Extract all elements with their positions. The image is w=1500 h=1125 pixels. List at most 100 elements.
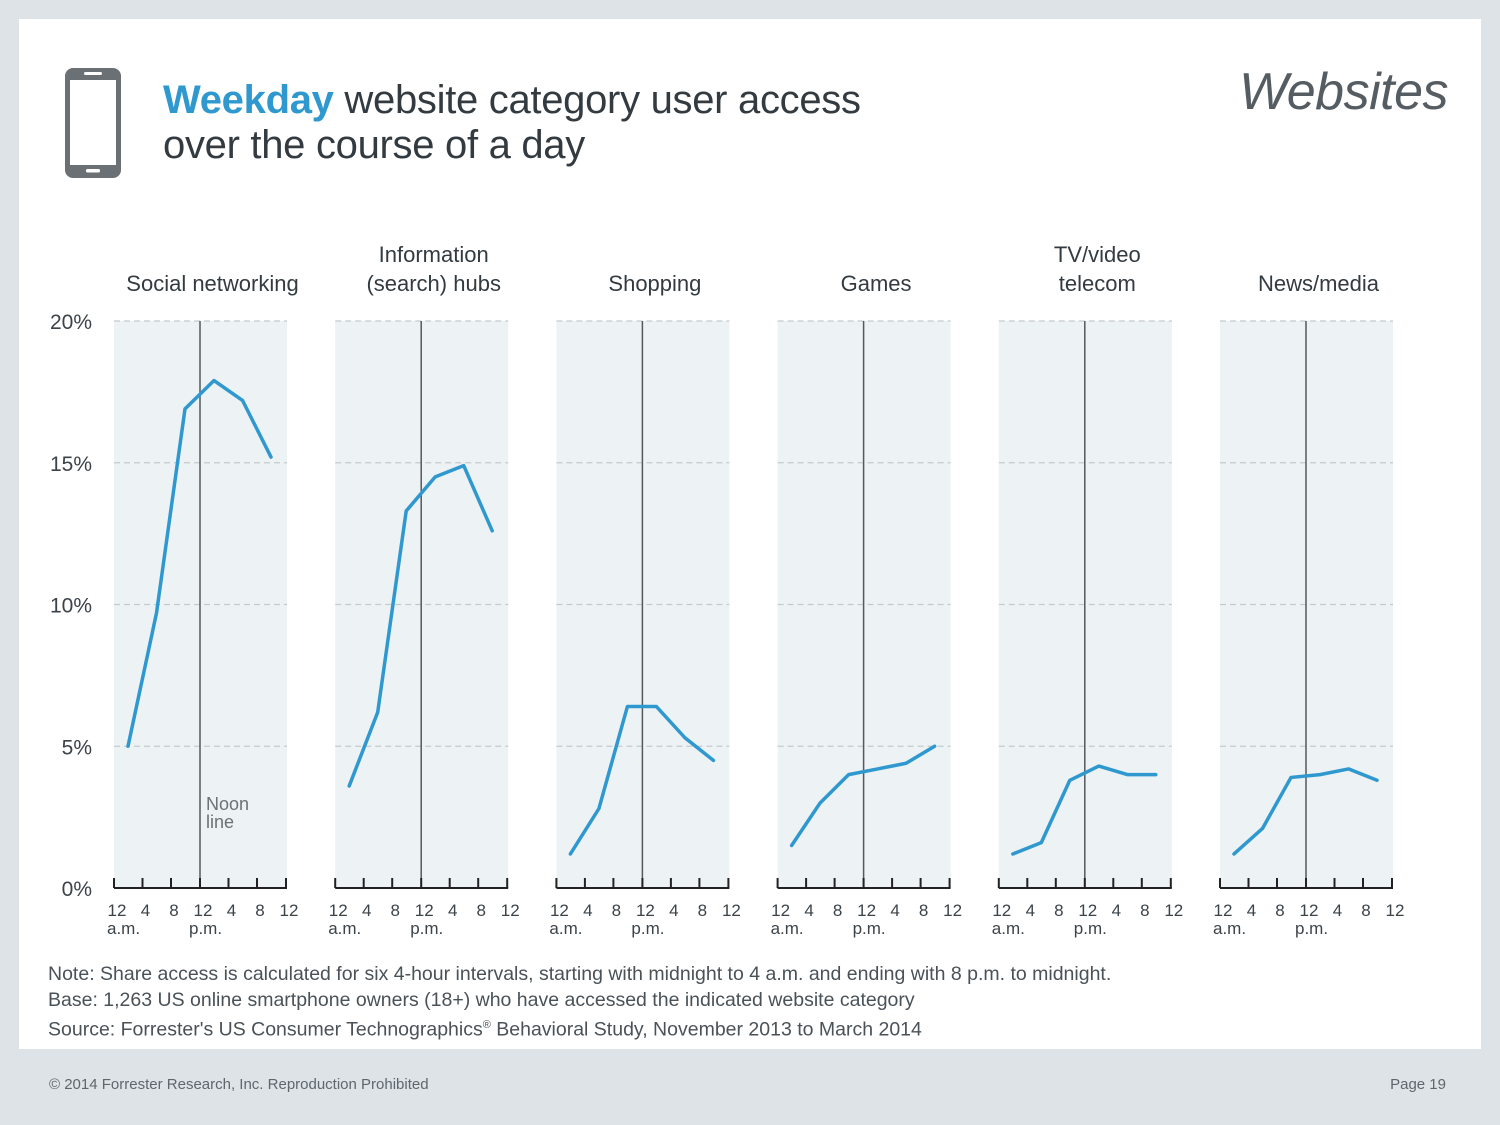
title-highlight: Weekday — [163, 78, 334, 122]
y-tick-label: 0% — [62, 878, 92, 901]
x-tick-label: 12 — [1300, 901, 1319, 920]
data-point-tv-video-telecom — [1011, 852, 1014, 856]
y-tick-label: 5% — [62, 736, 92, 759]
y-tick-label: 20% — [50, 311, 92, 334]
panel-title-games: Games — [841, 271, 912, 296]
footer-copyright: © 2014 Forrester Research, Inc. Reproduc… — [49, 1076, 429, 1093]
x-tick-label: 8 — [612, 901, 621, 920]
x-tick-label: 8 — [1361, 901, 1370, 920]
y-tick-label: 10% — [50, 595, 92, 618]
data-point-tv-video-telecom — [1068, 779, 1072, 782]
panel-title-information-hubs: Information — [379, 242, 489, 267]
x-tick-label: 8 — [1140, 901, 1149, 920]
panel-title-shopping: Shopping — [608, 271, 701, 296]
data-point-shopping — [655, 705, 658, 708]
x-tick-label: 4 — [890, 901, 899, 920]
x-tick-label: 12 — [722, 901, 741, 920]
small-multiples-chart: 0%5%10%15%20%12 4 8 12 4 8 12a.m. p.m.Social ne… — [50, 242, 1404, 938]
data-point-information-hubs — [405, 509, 408, 513]
data-point-shopping — [626, 705, 629, 708]
data-point-games — [933, 745, 936, 748]
data-point-shopping — [683, 736, 687, 739]
x-tick-label: 4 — [1333, 901, 1342, 920]
x-tick-label: 12 — [857, 901, 876, 920]
x-tick-label: 8 — [698, 901, 707, 920]
panel-title-information-hubs: (search) hubs — [366, 271, 501, 296]
data-point-tv-video-telecom — [1040, 841, 1043, 844]
smartphone-icon — [65, 68, 121, 178]
y-tick-label: 15% — [50, 453, 92, 476]
data-point-tv-video-telecom — [1097, 764, 1101, 768]
base-text: Base: 1,263 US online smartphone owners … — [48, 988, 915, 1011]
x-tick-label: 8 — [169, 901, 178, 920]
series-line-news-media — [1232, 767, 1379, 856]
page-title: Weekday website category user access over… — [163, 78, 861, 168]
x-tick-label: 12 — [501, 901, 520, 920]
series-line-social-networking — [126, 378, 273, 748]
chart-notes: Note: Share access is calculated for six… — [48, 962, 1111, 1043]
data-point-news-media — [1318, 773, 1322, 776]
noon-line-annotation: Noon — [206, 794, 249, 814]
noon-line-annotation: line — [206, 812, 234, 832]
x-tick-label: 12 — [415, 901, 434, 920]
panel-title-social-networking: Social networking — [126, 271, 298, 296]
x-sub-label-am: a.m. — [771, 919, 804, 938]
series-line-shopping — [568, 704, 716, 856]
x-sub-label-am: a.m. — [992, 919, 1025, 938]
x-tick-label: 12 — [1214, 901, 1233, 920]
x-tick-label: 12 — [1078, 901, 1097, 920]
x-tick-label: 4 — [362, 901, 371, 920]
x-sub-label-pm: p.m. — [631, 919, 664, 938]
data-point-social-networking — [241, 399, 244, 402]
x-tick-label: 4 — [1247, 901, 1256, 920]
x-tick-label: 4 — [583, 901, 592, 920]
x-tick-label: 4 — [1026, 901, 1035, 920]
data-point-information-hubs — [462, 464, 465, 467]
source-suffix: Behavioral Study, November 2013 to March… — [490, 1018, 922, 1041]
x-tick-label: 12 — [194, 901, 213, 920]
x-sub-label-pm: p.m. — [189, 919, 222, 938]
note-text: Note: Share access is calculated for six… — [48, 963, 1112, 985]
source-text: Source: Forrester's US Consumer Technogr… — [48, 1013, 1111, 1043]
x-tick-label: 4 — [804, 901, 813, 920]
data-point-games — [904, 762, 908, 765]
data-point-information-hubs — [376, 711, 379, 714]
data-point-social-networking — [269, 455, 273, 459]
x-tick-label: 12 — [329, 901, 348, 920]
data-point-news-media — [1289, 776, 1293, 779]
data-point-games — [818, 801, 822, 805]
data-point-tv-video-telecom — [1126, 773, 1129, 776]
data-point-information-hubs — [491, 529, 494, 532]
x-tick-label: 4 — [448, 901, 457, 920]
x-sub-label-am: a.m. — [1213, 919, 1246, 938]
x-tick-label: 12 — [280, 901, 299, 920]
x-tick-label: 4 — [1112, 901, 1121, 920]
x-sub-label-am: a.m. — [107, 919, 140, 938]
x-tick-label: 8 — [255, 901, 264, 920]
data-point-news-media — [1347, 767, 1350, 771]
x-tick-label: 8 — [919, 901, 928, 920]
series-line-information-hubs — [347, 463, 494, 788]
title-line2: over the course of a day — [163, 123, 585, 167]
data-point-tv-video-telecom — [1154, 773, 1158, 776]
footer-page-number: Page 19 — [1390, 1076, 1446, 1093]
x-tick-label: 12 — [108, 901, 127, 920]
x-tick-label: 4 — [141, 901, 150, 920]
x-sub-label-pm: p.m. — [1074, 919, 1107, 938]
registered-mark: ® — [482, 1019, 491, 1031]
x-sub-label-am: a.m. — [328, 919, 361, 938]
x-sub-label-pm: p.m. — [410, 919, 443, 938]
x-sub-label-pm: p.m. — [1295, 919, 1328, 938]
x-tick-label: 4 — [669, 901, 678, 920]
x-tick-label: 12 — [771, 901, 790, 920]
source-prefix: Source: Forrester's US Consumer Technogr… — [48, 1018, 483, 1041]
x-tick-label: 8 — [1275, 901, 1284, 920]
x-tick-label: 8 — [833, 901, 842, 920]
panel-title-tv-video-telecom: TV/video — [1054, 242, 1141, 267]
data-point-games — [790, 844, 793, 847]
data-point-information-hubs — [348, 784, 351, 788]
x-tick-label: 12 — [636, 901, 655, 920]
data-point-social-networking — [126, 745, 130, 748]
x-sub-label-am: a.m. — [549, 919, 582, 938]
data-point-social-networking — [183, 407, 187, 411]
